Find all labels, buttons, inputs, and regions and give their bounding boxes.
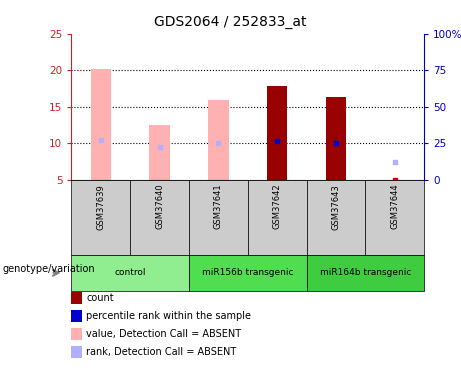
Text: miR164b transgenic: miR164b transgenic bbox=[319, 268, 411, 278]
Text: percentile rank within the sample: percentile rank within the sample bbox=[86, 311, 251, 321]
Bar bbox=[325, 98, 346, 180]
Text: genotype/variation: genotype/variation bbox=[2, 264, 95, 274]
Bar bbox=[149, 125, 170, 180]
Text: GSM37641: GSM37641 bbox=[214, 184, 223, 230]
Bar bbox=[90, 69, 111, 180]
Text: value, Detection Call = ABSENT: value, Detection Call = ABSENT bbox=[86, 329, 241, 339]
Bar bbox=[267, 86, 288, 180]
Text: GSM37643: GSM37643 bbox=[331, 184, 341, 230]
Text: miR156b transgenic: miR156b transgenic bbox=[202, 268, 294, 278]
Text: count: count bbox=[86, 293, 114, 303]
Text: GDS2064 / 252833_at: GDS2064 / 252833_at bbox=[154, 15, 307, 29]
Text: GSM37642: GSM37642 bbox=[272, 184, 282, 230]
Text: GSM37640: GSM37640 bbox=[155, 184, 164, 230]
Bar bbox=[208, 100, 229, 180]
Text: rank, Detection Call = ABSENT: rank, Detection Call = ABSENT bbox=[86, 347, 236, 357]
Text: control: control bbox=[114, 268, 146, 278]
Text: GSM37639: GSM37639 bbox=[96, 184, 106, 230]
Text: GSM37644: GSM37644 bbox=[390, 184, 399, 230]
